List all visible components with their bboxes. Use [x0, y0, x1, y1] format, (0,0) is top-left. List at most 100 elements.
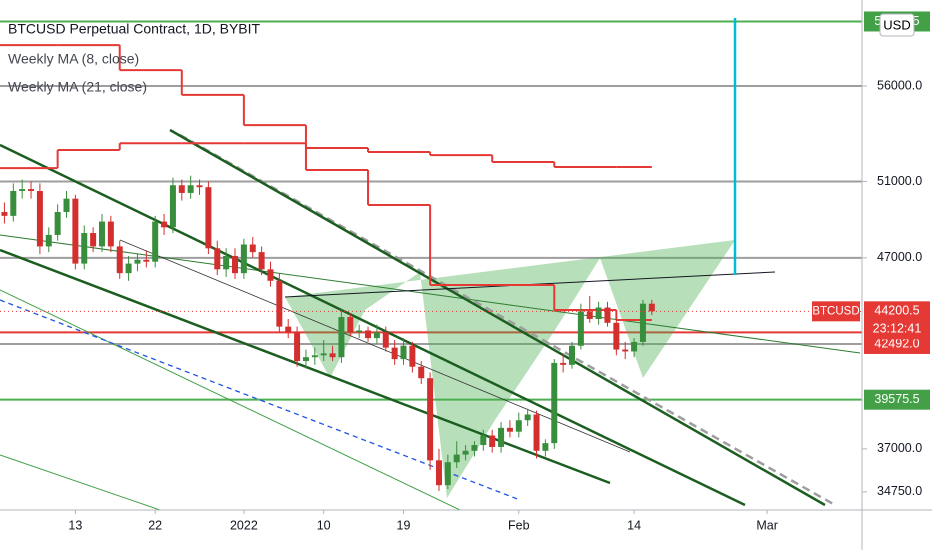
candle-body — [311, 355, 318, 358]
chart-title: BTCUSD Perpetual Contract, 1D, BYBIT — [8, 21, 261, 37]
x-tick-label: 22 — [148, 518, 162, 532]
legend-entry: Weekly MA (8, close) — [8, 51, 139, 67]
x-tick-label: 13 — [68, 518, 82, 532]
candle-body — [63, 198, 70, 213]
candle-body — [116, 246, 123, 274]
trend-line — [0, 289, 461, 510]
candle-body — [444, 462, 451, 486]
currency-button[interactable] — [879, 13, 915, 37]
candle-body — [320, 353, 327, 356]
candle-body — [604, 307, 611, 323]
candle-body — [498, 427, 505, 447]
candle-body — [418, 366, 425, 379]
candle-body — [134, 259, 141, 264]
countdown: 23:12:41 — [873, 322, 922, 336]
symbol-label: BTCUSD — [812, 305, 859, 317]
candle-body — [648, 303, 655, 312]
y-tick-label: 47000.0 — [877, 250, 922, 264]
x-tick-label: 14 — [627, 518, 641, 532]
candle-body — [285, 326, 292, 333]
candle-body — [232, 255, 239, 274]
candle-body — [276, 280, 283, 327]
trend-line — [0, 454, 161, 510]
candle-body — [90, 233, 97, 247]
candle-body — [214, 248, 221, 270]
candle-body — [400, 345, 407, 360]
candle-body — [577, 311, 584, 346]
candle-body — [178, 185, 185, 193]
candle-body — [435, 460, 442, 486]
candle-body — [542, 443, 549, 451]
candle-body — [569, 345, 576, 365]
x-tick-label: 2022 — [230, 518, 258, 532]
y-tick-label: 56000.0 — [877, 78, 922, 92]
candle-body — [506, 427, 513, 432]
candle-body — [382, 332, 389, 348]
candle-body — [249, 244, 256, 253]
candle-body — [639, 303, 646, 342]
x-tick-label: Feb — [508, 518, 530, 532]
pattern-fill — [285, 240, 735, 498]
channel-line — [0, 143, 746, 507]
currency[interactable]: USD — [883, 17, 910, 32]
candle-body — [45, 234, 52, 247]
level-label-box — [864, 389, 930, 410]
x-tick-label: 10 — [317, 518, 331, 532]
candle-body — [356, 330, 363, 333]
y-axis-panel — [862, 0, 932, 550]
level-label: 42492.0 — [874, 336, 919, 350]
candle-body — [205, 187, 212, 249]
legend-entry: Weekly MA (21, close) — [8, 79, 147, 95]
candle-body — [515, 420, 522, 432]
level-label: 39575.5 — [874, 392, 919, 406]
candle-body — [471, 445, 478, 451]
candle-body — [1, 212, 8, 216]
symbol-box — [812, 301, 860, 322]
candle-body — [294, 332, 301, 362]
candle-body — [10, 191, 17, 216]
channel-line — [0, 248, 611, 485]
candle-body — [143, 259, 150, 262]
candle-body — [161, 221, 168, 228]
candle-body — [36, 191, 43, 247]
candle-body — [28, 189, 35, 192]
candle-body — [409, 345, 416, 367]
candle-body — [81, 233, 88, 264]
candle-body — [551, 362, 558, 444]
candle-body — [391, 347, 398, 360]
candle-body — [586, 311, 593, 319]
trend-line — [0, 234, 861, 354]
candle-body — [240, 244, 247, 274]
candle-body — [365, 330, 372, 339]
y-tick-label: 37000.0 — [877, 441, 922, 455]
candle-body — [489, 435, 496, 447]
candle-body — [152, 221, 159, 262]
candle-body — [19, 189, 26, 192]
plot-layer — [0, 44, 862, 491]
candle-body — [631, 341, 638, 352]
candle-body — [72, 198, 79, 264]
trend-line — [0, 299, 521, 501]
candle-body — [595, 307, 602, 319]
drawings-layer — [0, 18, 861, 510]
candle-body — [107, 221, 114, 247]
candle-body — [613, 322, 620, 350]
candle-body — [54, 212, 61, 235]
x-axis-panel — [0, 510, 862, 550]
candle-body — [196, 185, 203, 188]
trend-line — [119, 239, 631, 453]
x-tick-label: Mar — [756, 518, 778, 532]
candle-body — [338, 317, 345, 358]
candle-body — [427, 378, 434, 461]
candle-body — [524, 414, 531, 421]
candle-body — [223, 255, 230, 270]
candle-body — [125, 263, 132, 274]
y-tick-label: 51000.0 — [877, 174, 922, 188]
y-tick-label: 34750.0 — [877, 484, 922, 498]
x-tick-label: 19 — [397, 518, 411, 532]
candle-body — [169, 185, 176, 228]
candle-body — [453, 454, 460, 463]
candle-body — [98, 221, 105, 247]
candle-body — [480, 435, 487, 446]
